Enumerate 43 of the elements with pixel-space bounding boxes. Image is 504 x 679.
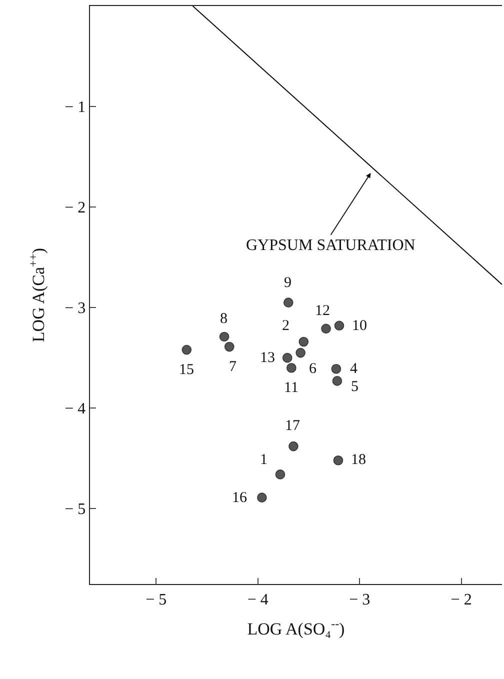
annotation: 9 (284, 275, 292, 291)
x-tick-label: − 5 (146, 591, 167, 608)
annotation: 18 (351, 452, 366, 468)
y-tick-label: − 1 (64, 99, 86, 116)
annotation: 4 (350, 361, 358, 377)
point (286, 362, 296, 373)
x-tick-label: − 3 (349, 591, 370, 608)
x-tick-label: − 4 (247, 591, 268, 608)
point (282, 352, 292, 363)
annotation: 7 (229, 359, 237, 375)
point (321, 324, 331, 334)
annotation: 8 (220, 311, 228, 327)
point (283, 298, 294, 308)
point (219, 332, 230, 342)
y-tick-label: − 3 (64, 300, 86, 318)
annotation: 15 (179, 362, 194, 378)
point (333, 455, 344, 466)
point (331, 364, 342, 374)
point (296, 348, 306, 358)
point (224, 342, 234, 352)
annotation: 17 (285, 418, 300, 434)
point (332, 376, 342, 386)
point (288, 441, 298, 452)
annotation: 6 (309, 361, 317, 377)
x-axis-title: LOG A(SO₄$^{--}$) (247, 616, 345, 639)
y-tick-label: − 5 (64, 501, 86, 518)
annotation: 16 (232, 490, 248, 506)
y-tick-label: − 4 (64, 400, 86, 418)
annotation: 10 (352, 318, 367, 334)
annotation: 11 (284, 380, 298, 396)
annotation: 2 (282, 318, 290, 334)
x-tick-label: − 2 (450, 591, 472, 608)
point (334, 320, 344, 331)
annotation: 5 (351, 379, 358, 395)
y-tick-label: − 2 (64, 200, 86, 217)
annotation: GYPSUM SATURATION (246, 237, 416, 254)
annotation: 1 (260, 452, 268, 468)
point (275, 470, 286, 480)
point (298, 336, 309, 347)
point (182, 344, 192, 355)
annotation: 13 (260, 350, 275, 366)
point (257, 492, 267, 502)
annotation: 12 (315, 303, 330, 319)
